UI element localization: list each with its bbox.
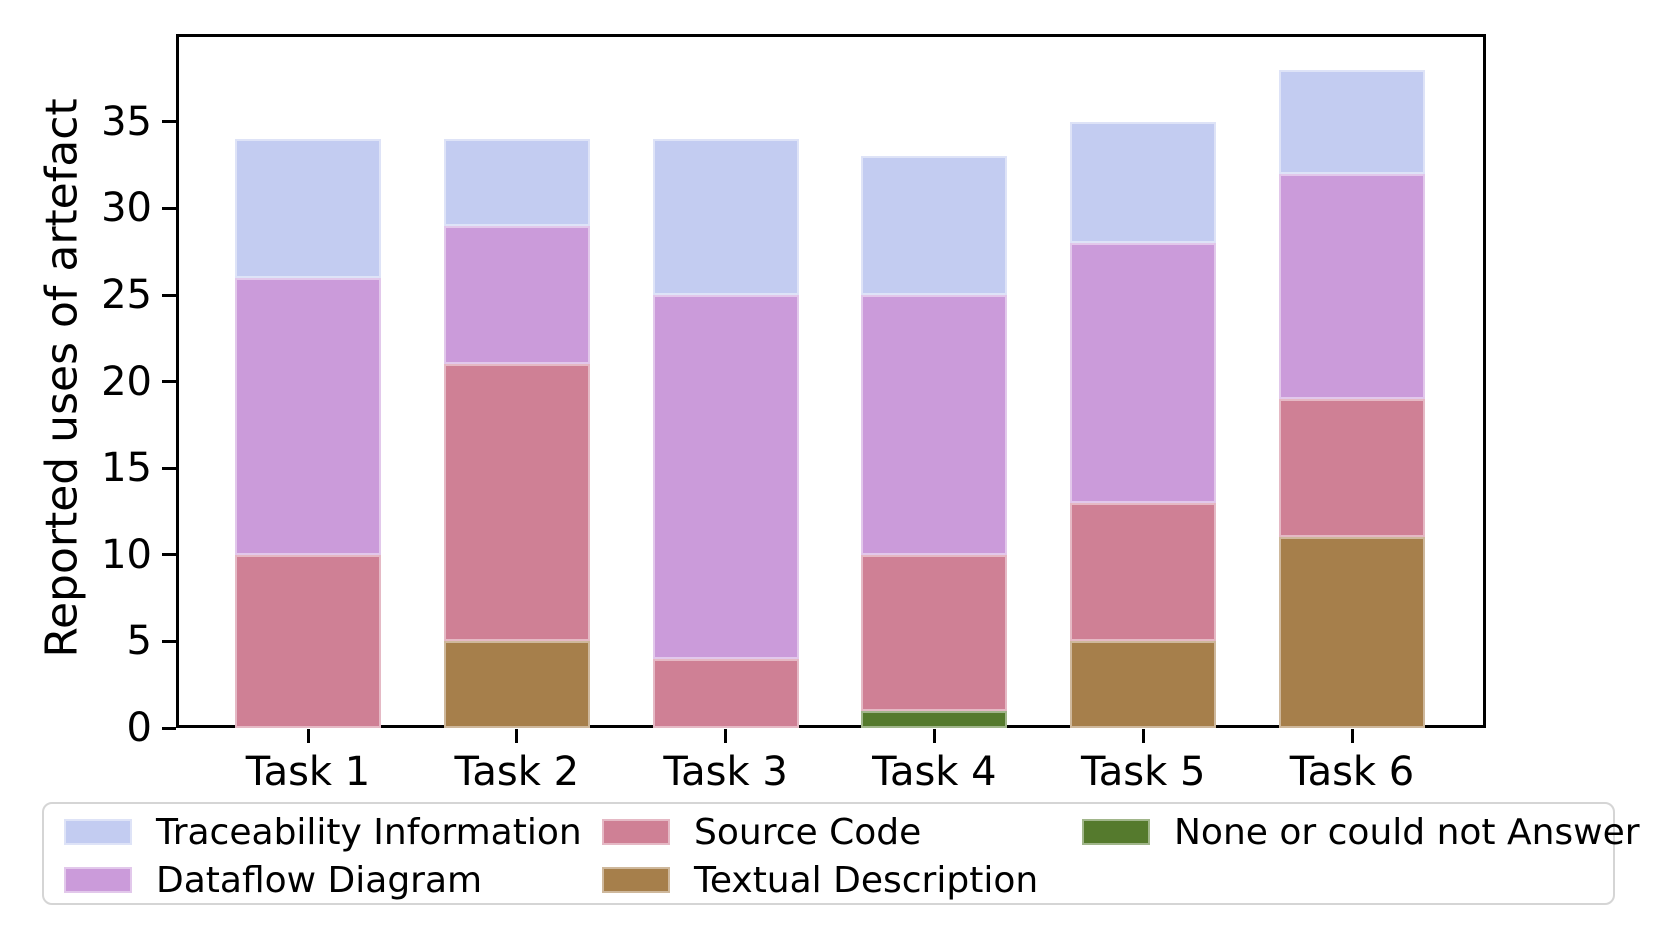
y-tick-mark <box>162 466 176 470</box>
y-tick-mark <box>162 380 176 384</box>
y-tick-mark <box>162 120 176 124</box>
bar-segment <box>1070 121 1217 244</box>
y-axis-label: Reported uses of artefact <box>36 98 88 658</box>
x-tick-mark <box>1141 729 1145 743</box>
y-tick-label: 25 <box>101 272 152 318</box>
y-tick-mark <box>162 206 176 210</box>
y-tick-label: 35 <box>101 98 152 145</box>
y-tick-mark <box>162 639 176 643</box>
legend-item: Traceability Information <box>64 811 582 853</box>
plot-area <box>176 34 1486 728</box>
legend-item: Dataflow Diagram <box>64 859 483 901</box>
legend-swatch-icon <box>602 819 670 845</box>
legend-label: Traceability Information <box>156 811 582 853</box>
y-tick-label: 5 <box>126 618 152 665</box>
legend-label: Source Code <box>694 811 922 853</box>
x-tick-mark <box>306 729 310 743</box>
x-tick-label: Task 6 <box>1289 749 1415 795</box>
y-tick-label: 20 <box>101 358 152 405</box>
bar-segment <box>235 139 381 278</box>
y-tick-mark <box>162 293 176 297</box>
bar-segment <box>235 277 381 555</box>
legend-label: Textual Description <box>694 859 1039 901</box>
bar-segment <box>1279 537 1425 728</box>
bar-segment <box>1279 173 1425 399</box>
bar-segment <box>443 641 590 728</box>
x-tick-mark <box>1350 729 1354 743</box>
x-tick-label: Task 1 <box>245 749 371 795</box>
legend-swatch-icon <box>1082 819 1150 845</box>
legend: Traceability Information Dataflow Diagram… <box>42 802 1640 905</box>
bar-segment <box>443 364 590 642</box>
legend-label: Dataflow Diagram <box>156 859 483 901</box>
bar-segment <box>1070 243 1217 503</box>
x-tick-mark <box>515 729 519 743</box>
bar-segment <box>861 554 1008 711</box>
bar-segment <box>1279 69 1425 174</box>
bar-segment <box>652 658 799 728</box>
x-tick-mark <box>724 729 728 743</box>
bar-segment <box>1070 641 1217 728</box>
legend-swatch-icon <box>602 867 670 893</box>
y-tick-label: 30 <box>101 185 152 232</box>
bars-layer <box>176 34 1486 728</box>
legend-label: None or could not Answer <box>1174 811 1640 853</box>
legend-item: Source Code <box>602 811 922 853</box>
x-tick-label: Task 4 <box>872 749 997 795</box>
x-tick-label: Task 3 <box>663 749 788 795</box>
bar-segment <box>1070 502 1217 642</box>
x-tick-mark <box>932 729 936 743</box>
y-tick-label: 10 <box>101 531 152 578</box>
y-tick-label: 0 <box>126 705 152 751</box>
y-tick-label: 15 <box>101 445 152 492</box>
legend-item: None or could not Answer <box>1082 811 1640 853</box>
bar-segment <box>652 295 799 659</box>
x-tick-label: Task 5 <box>1080 749 1206 795</box>
bar-segment <box>1279 398 1425 538</box>
bar-segment <box>652 139 799 295</box>
bar-segment <box>861 295 1008 555</box>
legend-swatch-icon <box>64 867 132 893</box>
legend-item: Textual Description <box>602 859 1039 901</box>
y-tick-mark <box>162 726 176 730</box>
bar-segment <box>443 225 590 365</box>
bar-segment <box>443 139 590 226</box>
bar-segment <box>861 710 1008 728</box>
bar-segment <box>235 554 381 728</box>
x-tick-label: Task 2 <box>454 749 580 795</box>
bar-segment <box>861 156 1008 295</box>
y-tick-mark <box>162 553 176 557</box>
legend-swatch-icon <box>64 819 132 845</box>
